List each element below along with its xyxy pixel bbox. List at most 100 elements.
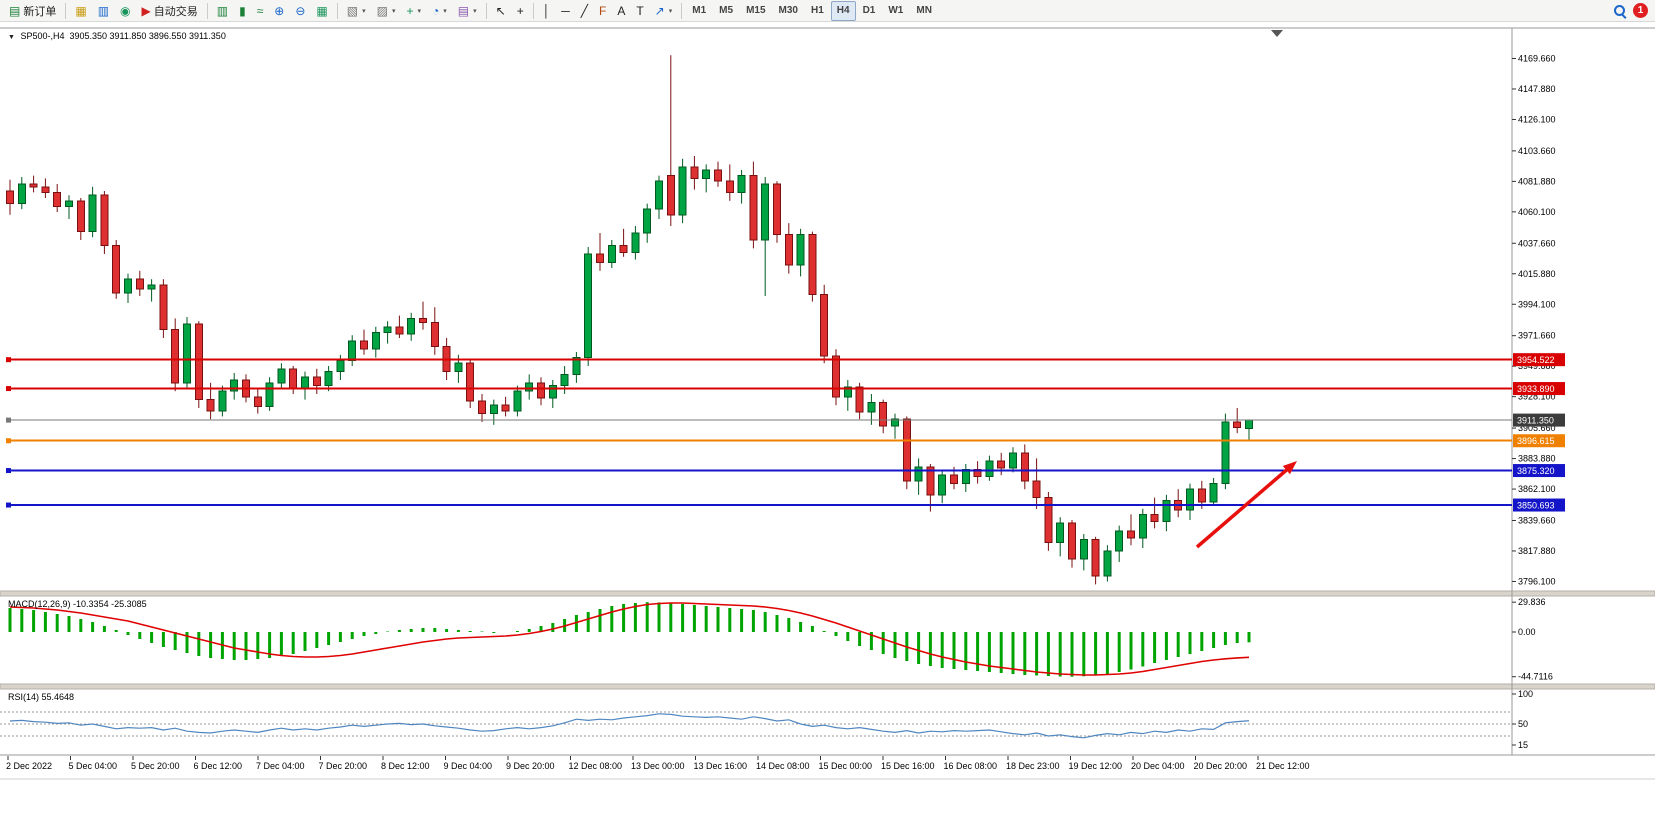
- charts-button[interactable]: ▦: [70, 1, 91, 21]
- svg-text:4169.660: 4169.660: [1518, 53, 1556, 63]
- panel-splitter-1[interactable]: [0, 591, 1655, 596]
- dropdown-arrow-icon: ▾: [443, 7, 447, 15]
- svg-text:4015.880: 4015.880: [1518, 269, 1556, 279]
- line-chart-button[interactable]: ≈: [252, 1, 269, 21]
- text-button[interactable]: A: [612, 1, 630, 21]
- svg-text:50: 50: [1518, 719, 1528, 729]
- autotrade-button[interactable]: ▶ 自动交易: [137, 1, 203, 21]
- cursor-icon: ↖: [495, 3, 506, 18]
- dropdown-arrow-icon: ▾: [417, 7, 422, 15]
- macd-panel[interactable]: [0, 597, 1512, 683]
- price-axis-layer: 4169.660 4147.880 4126.100 4103.660 4081.880…: [1512, 53, 1556, 586]
- clock-icon: ◔: [432, 3, 440, 18]
- timeframe-mn-button[interactable]: MN: [910, 1, 938, 21]
- cursor-button[interactable]: ↖: [491, 1, 511, 21]
- timeframe-m1-button-label: M1: [692, 5, 707, 16]
- navigator-button[interactable]: ◉: [115, 1, 135, 21]
- candlestick-chart-icon: ▮: [239, 3, 246, 18]
- svg-text:15: 15: [1518, 740, 1528, 750]
- svg-text:3971.660: 3971.660: [1518, 331, 1556, 341]
- svg-text:20 Dec 20:00: 20 Dec 20:00: [1194, 761, 1248, 771]
- collapse-triangle-icon[interactable]: ▼: [8, 34, 15, 41]
- navigator-icon: ◉: [120, 3, 131, 18]
- vertical-line-button[interactable]: │: [538, 1, 556, 21]
- timeframe-m5-button[interactable]: M5: [713, 1, 739, 21]
- crosshair-button[interactable]: +: [512, 1, 529, 21]
- rsi-panel[interactable]: [0, 690, 1512, 755]
- timeframe-h1-button-label: H1: [810, 5, 824, 16]
- search-button[interactable]: [1608, 1, 1632, 21]
- fibonacci-icon: F: [598, 3, 607, 18]
- timeframe-w1-button-label: W1: [888, 5, 904, 16]
- svg-text:3994.100: 3994.100: [1518, 299, 1556, 309]
- new-order-button[interactable]: ▤ 新订单: [4, 1, 61, 21]
- trendline-button[interactable]: ╱: [576, 1, 593, 21]
- toolbar-separator: [65, 2, 67, 19]
- market-watch-icon: ▥: [97, 3, 110, 18]
- svg-text:18 Dec 23:00: 18 Dec 23:00: [1006, 761, 1060, 771]
- svg-text:13 Dec 00:00: 13 Dec 00:00: [631, 761, 685, 771]
- rsi-value: 55.4648: [41, 692, 75, 702]
- svg-text:3817.880: 3817.880: [1518, 546, 1556, 556]
- main-chart-area[interactable]: [0, 28, 1512, 590]
- zoom-out-button[interactable]: ⊖: [290, 1, 310, 21]
- new-order-button-label: 新订单: [23, 5, 57, 18]
- dropdown-arrow-icon: ▾: [668, 7, 673, 15]
- horizontal-line-button[interactable]: ─: [556, 1, 575, 21]
- macd-signal-value: -25.3085: [111, 599, 147, 609]
- time-axis-layer: 2 Dec 2022 5 Dec 04:00 5 Dec 20:00 6 Dec 12…: [6, 756, 1310, 771]
- svg-text:100: 100: [1518, 689, 1533, 699]
- bar-chart-button[interactable]: ▥: [212, 1, 233, 21]
- tile-windows-button[interactable]: ▦: [311, 1, 332, 21]
- arrows-button[interactable]: ↗ ▾: [650, 1, 678, 21]
- svg-text:15 Dec 00:00: 15 Dec 00:00: [819, 761, 873, 771]
- svg-text:8 Dec 12:00: 8 Dec 12:00: [381, 761, 430, 771]
- market-watch-button[interactable]: ▥: [93, 1, 114, 21]
- timeframe-h4-button-label: H4: [836, 5, 850, 16]
- rsi-label: RSI(14) 55.4648: [8, 692, 74, 702]
- dropdown-arrow-icon: ▾: [362, 7, 366, 15]
- svg-text:12 Dec 08:00: 12 Dec 08:00: [569, 761, 623, 771]
- timeframe-m1-button[interactable]: M1: [686, 1, 712, 21]
- svg-text:15 Dec 16:00: 15 Dec 16:00: [881, 761, 935, 771]
- time-axis[interactable]: [0, 756, 1655, 779]
- zoom-in-button[interactable]: ⊕: [269, 1, 289, 21]
- timeframe-h1-button[interactable]: H1: [805, 1, 830, 21]
- timeframe-w1-button[interactable]: W1: [882, 1, 909, 21]
- zoom-out-icon: ⊖: [295, 3, 306, 18]
- svg-text:0.00: 0.00: [1518, 627, 1536, 637]
- svg-text:-44.7116: -44.7116: [1518, 672, 1553, 682]
- profiles-button[interactable]: ▨ ▾: [372, 1, 401, 21]
- panel-splitter-2[interactable]: [0, 684, 1655, 689]
- svg-text:3850.693: 3850.693: [1517, 501, 1555, 511]
- candlestick-chart-button[interactable]: ▮: [234, 1, 251, 21]
- timeframe-m15-button[interactable]: M15: [740, 1, 771, 21]
- timeframe-h4-button[interactable]: H4: [830, 0, 856, 21]
- notification-badge[interactable]: 1: [1633, 3, 1648, 18]
- timeframe-m30-button[interactable]: M30: [773, 1, 804, 21]
- fibonacci-button[interactable]: F: [594, 1, 611, 21]
- arrow-tool-icon: ↗: [654, 3, 665, 18]
- new-chart-button[interactable]: ▧ ▾: [342, 1, 371, 21]
- svg-text:3875.320: 3875.320: [1517, 466, 1555, 476]
- chart-title[interactable]: ▼ SP500-,H4 3905.350 3911.850 3896.550 3…: [8, 31, 226, 41]
- candles-layer: [6, 55, 1253, 585]
- svg-text:3883.880: 3883.880: [1518, 454, 1556, 464]
- indicators-button[interactable]: + ▾: [401, 1, 426, 21]
- label-button[interactable]: T: [631, 1, 648, 21]
- label-icon: T: [636, 3, 644, 18]
- indicators-icon: +: [406, 3, 414, 18]
- bar-chart-icon: ▥: [216, 3, 229, 18]
- timeframe-m30-button-label: M30: [778, 5, 798, 16]
- autotrade-icon: ▶: [141, 3, 151, 18]
- svg-text:6 Dec 12:00: 6 Dec 12:00: [194, 761, 243, 771]
- svg-text:3954.522: 3954.522: [1517, 355, 1555, 365]
- timeframe-d1-button[interactable]: D1: [857, 1, 882, 21]
- periods-button[interactable]: ◔ ▾: [427, 1, 452, 21]
- timeframe-d1-button-label: D1: [862, 5, 876, 16]
- svg-text:3796.100: 3796.100: [1518, 576, 1556, 586]
- timeframe-mn-button-label: MN: [916, 5, 932, 16]
- templates-button[interactable]: ▤ ▾: [453, 1, 482, 21]
- price-axis[interactable]: [1512, 28, 1655, 755]
